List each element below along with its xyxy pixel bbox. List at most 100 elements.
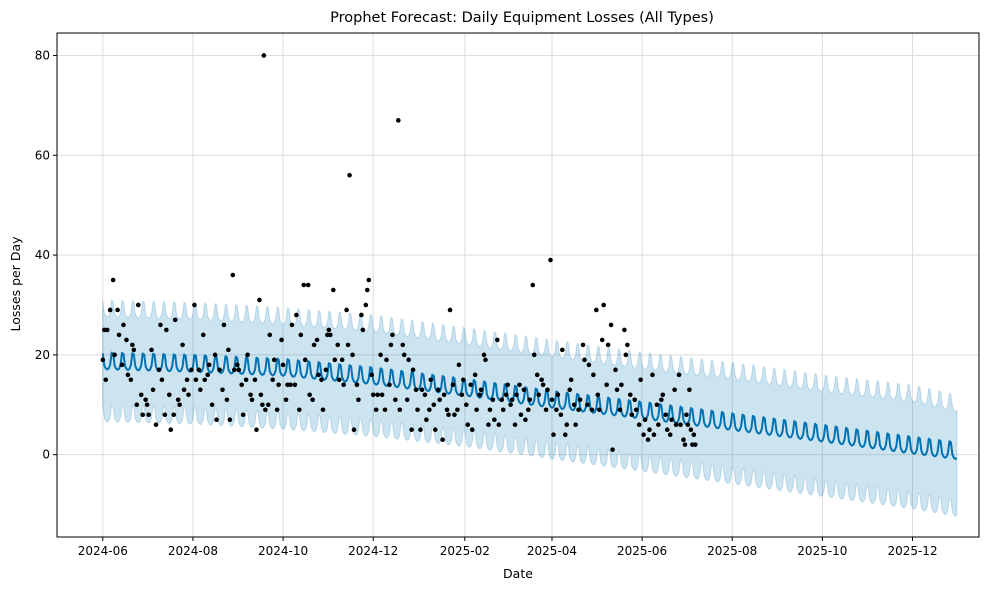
observed-point (669, 417, 674, 423)
observed-point (539, 377, 544, 383)
observed-point (307, 392, 312, 398)
observed-point (642, 417, 648, 423)
observed-point (685, 422, 691, 428)
observed-point (263, 407, 268, 413)
observed-point (226, 347, 231, 353)
x-tick-label: 2024-08 (168, 544, 218, 558)
observed-point (331, 287, 336, 293)
observed-point (428, 377, 434, 383)
observed-point (212, 352, 218, 358)
observed-point (320, 407, 326, 413)
observed-point (647, 427, 652, 433)
observed-point (344, 307, 349, 313)
observed-point (548, 257, 553, 263)
observed-point (527, 397, 533, 403)
observed-point (326, 327, 332, 333)
observed-point (143, 397, 148, 403)
observed-point (205, 372, 211, 378)
observed-point (512, 422, 518, 428)
observed-point (610, 447, 615, 452)
forecast-line-layer (101, 351, 958, 460)
observed-point (260, 402, 265, 408)
observed-point (495, 337, 500, 343)
observed-point (345, 342, 351, 348)
x-tick-label: 2025-12 (887, 544, 937, 558)
observed-point (316, 372, 321, 378)
x-tick-label: 2025-10 (797, 544, 847, 558)
observed-point (422, 392, 428, 398)
observed-point (604, 382, 609, 388)
observed-point (252, 377, 258, 383)
observed-point (591, 372, 596, 378)
observed-point (622, 327, 627, 333)
observed-point (505, 382, 510, 388)
observed-point (540, 382, 546, 388)
observed-point (481, 352, 487, 358)
observed-point (110, 277, 116, 283)
observed-point (483, 357, 488, 363)
observed-point (526, 407, 531, 413)
observed-point (131, 347, 137, 353)
observed-point (688, 427, 694, 433)
observed-point (472, 372, 478, 378)
observed-point (496, 422, 502, 428)
observed-point (672, 387, 677, 393)
observed-point (518, 412, 524, 418)
observed-point (650, 372, 655, 378)
observed-point (614, 387, 620, 393)
observed-point (463, 402, 469, 408)
x-tick-label: 2025-06 (617, 544, 667, 558)
observed-point (629, 412, 635, 418)
observed-point (373, 407, 379, 413)
observed-point (254, 427, 259, 433)
observed-point (347, 172, 352, 178)
observed-point (279, 337, 284, 343)
observed-point (146, 412, 151, 418)
observed-point (636, 422, 642, 428)
observed-point (459, 392, 465, 398)
observed-point (100, 357, 106, 363)
observed-point (209, 402, 215, 408)
observed-point (424, 417, 429, 423)
observed-point (641, 432, 646, 438)
observed-point (125, 372, 131, 378)
observed-point (175, 397, 181, 403)
observed-point (369, 372, 375, 378)
observed-point (509, 397, 515, 403)
observed-point (397, 407, 403, 413)
observed-point (158, 322, 163, 328)
observed-point (104, 327, 110, 333)
plot-frame (56, 32, 980, 538)
observed-point (359, 312, 364, 318)
observed-point (276, 382, 281, 388)
chart-title: Prophet Forecast: Daily Equipment Losses… (330, 10, 714, 26)
observed-point (382, 407, 388, 413)
observed-point (234, 362, 240, 368)
observed-point (270, 377, 276, 383)
observed-point (180, 342, 185, 348)
observed-point (617, 407, 623, 413)
observed-point (667, 432, 673, 438)
observed-point (390, 332, 395, 338)
observed-point (651, 432, 657, 438)
observed-point (393, 397, 398, 403)
observed-point (196, 367, 202, 373)
observed-point (605, 342, 611, 348)
observed-point (663, 412, 669, 418)
observed-point (682, 442, 688, 447)
observed-point (198, 387, 203, 393)
observed-point (619, 382, 624, 388)
observed-point (189, 367, 194, 373)
observed-point (410, 367, 416, 373)
observed-point (224, 397, 230, 403)
observed-point (341, 382, 346, 388)
observed-point (582, 357, 587, 363)
observed-point (184, 377, 190, 383)
observed-point (310, 397, 315, 403)
observed-point (288, 382, 293, 388)
observed-point (297, 407, 302, 413)
forecast-line (101, 351, 958, 460)
observed-point (623, 352, 629, 358)
observed-point (461, 377, 466, 383)
observed-point (156, 367, 162, 373)
